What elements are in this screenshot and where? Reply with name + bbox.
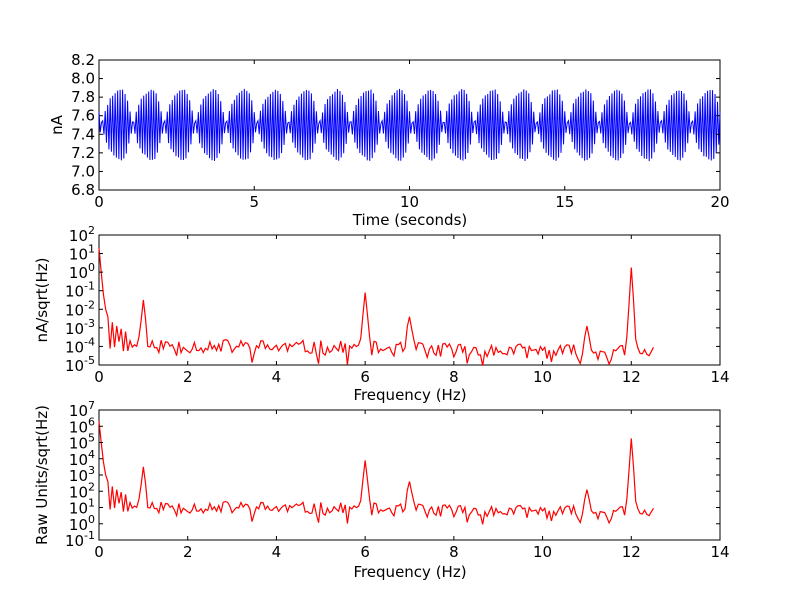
x-tick-label: 10	[533, 543, 552, 561]
y-tick-base: 10	[69, 418, 88, 436]
signal-line	[98, 88, 721, 162]
raw-units-spectrum-panel: Frequency (Hz) Raw Units/sqrt(Hz) 0 2 4 6 8 1…	[33, 399, 730, 581]
y-tick-label: 100	[69, 513, 95, 534]
time-series-panel: Time (seconds) nA 0 5 10 15 206.87.07.27.47.…	[48, 51, 730, 229]
y-tick-label: 101	[69, 243, 95, 264]
y-tick-label: 104	[69, 448, 95, 469]
spectrum-line	[98, 247, 654, 366]
plot-frame	[98, 409, 721, 541]
x-tick-label: 4	[272, 543, 282, 561]
nA-spectrum-panel: Frequency (Hz) nA/sqrt(Hz) 0 2 4 6 8 10 12 1410…	[33, 224, 730, 404]
y-axis-label: nA/sqrt(Hz)	[33, 257, 51, 342]
plot-frame	[98, 234, 721, 366]
y-tick-exponent: 6	[88, 415, 95, 428]
y-tick-label: 10-2	[65, 298, 95, 319]
y-tick-base: 10	[65, 532, 84, 550]
y-tick-base: 10	[65, 320, 84, 338]
y-tick-base: 10	[69, 435, 88, 453]
y-tick-label: 7.4	[71, 125, 95, 143]
x-axis-label: Frequency (Hz)	[353, 386, 466, 404]
y-tick-label: 102	[69, 224, 95, 245]
y-tick-base: 10	[69, 451, 88, 469]
x-tick-label: 6	[360, 368, 370, 386]
y-axis-label: nA	[48, 114, 66, 135]
y-tick-exponent: 3	[88, 464, 95, 477]
y-tick-exponent: -1	[84, 529, 95, 542]
y-tick-exponent: 5	[88, 432, 95, 445]
y-tick-label: 7.0	[71, 162, 95, 180]
x-tick-label: 8	[449, 368, 459, 386]
x-tick-label: 14	[710, 368, 729, 386]
y-tick-label: 103	[69, 464, 95, 485]
x-tick-label: 2	[183, 543, 193, 561]
y-axis-label: Raw Units/sqrt(Hz)	[33, 405, 51, 545]
x-tick-label: 0	[94, 543, 104, 561]
y-tick-exponent: 0	[88, 261, 95, 274]
y-tick-base: 10	[65, 338, 84, 356]
y-tick-label: 102	[69, 480, 95, 501]
x-tick-label: 10	[533, 368, 552, 386]
y-tick-label: 10-1	[65, 529, 95, 550]
x-tick-label: 8	[449, 543, 459, 561]
y-tick-label: 10-5	[65, 354, 95, 375]
y-tick-label: 107	[69, 399, 95, 420]
y-tick-label: 8.2	[71, 51, 95, 69]
x-tick-label: 12	[622, 368, 641, 386]
y-tick-label: 100	[69, 261, 95, 282]
spectrum-line	[98, 421, 654, 525]
x-tick-label: 5	[249, 193, 259, 211]
y-tick-label: 10-3	[65, 317, 95, 338]
y-tick-label: 10-4	[65, 335, 95, 356]
x-tick-label: 14	[710, 543, 729, 561]
x-tick-label: 20	[710, 193, 729, 211]
y-tick-base: 10	[69, 246, 88, 264]
y-tick-exponent: 0	[88, 513, 95, 526]
y-tick-label: 105	[69, 432, 95, 453]
x-tick-label: 4	[272, 368, 282, 386]
y-tick-base: 10	[65, 301, 84, 319]
y-tick-label: 10-1	[65, 280, 95, 301]
y-tick-exponent: -1	[84, 280, 95, 293]
y-tick-base: 10	[69, 467, 88, 485]
y-tick-base: 10	[65, 357, 84, 375]
y-tick-label: 7.2	[71, 144, 95, 162]
y-tick-exponent: 2	[88, 480, 95, 493]
y-tick-exponent: -4	[84, 335, 95, 348]
y-tick-base: 10	[69, 264, 88, 282]
y-tick-label: 7.6	[71, 107, 95, 125]
y-tick-base: 10	[69, 516, 88, 534]
y-tick-exponent: 7	[88, 399, 95, 412]
x-tick-label: 10	[400, 193, 419, 211]
y-tick-base: 10	[69, 483, 88, 501]
y-tick-exponent: 4	[88, 448, 95, 461]
y-tick-base: 10	[69, 227, 88, 245]
x-tick-label: 6	[360, 543, 370, 561]
x-tick-label: 12	[622, 543, 641, 561]
y-tick-label: 6.8	[71, 181, 95, 199]
y-tick-label: 8.0	[71, 70, 95, 88]
x-tick-label: 0	[94, 193, 104, 211]
y-tick-exponent: 1	[88, 243, 95, 256]
y-tick-label: 106	[69, 415, 95, 436]
y-tick-base: 10	[65, 283, 84, 301]
x-tick-label: 2	[183, 368, 193, 386]
y-tick-base: 10	[69, 402, 88, 420]
y-tick-exponent: -5	[84, 354, 95, 367]
x-axis-label: Frequency (Hz)	[353, 563, 466, 581]
x-tick-label: 15	[555, 193, 574, 211]
y-tick-exponent: 1	[88, 497, 95, 510]
y-tick-label: 7.8	[71, 88, 95, 106]
x-tick-label: 0	[94, 368, 104, 386]
y-tick-label: 101	[69, 497, 95, 518]
x-axis-label: Time (seconds)	[352, 211, 468, 229]
y-tick-exponent: -3	[84, 317, 95, 330]
y-tick-base: 10	[69, 500, 88, 518]
y-tick-exponent: 2	[88, 224, 95, 237]
y-tick-exponent: -2	[84, 298, 95, 311]
